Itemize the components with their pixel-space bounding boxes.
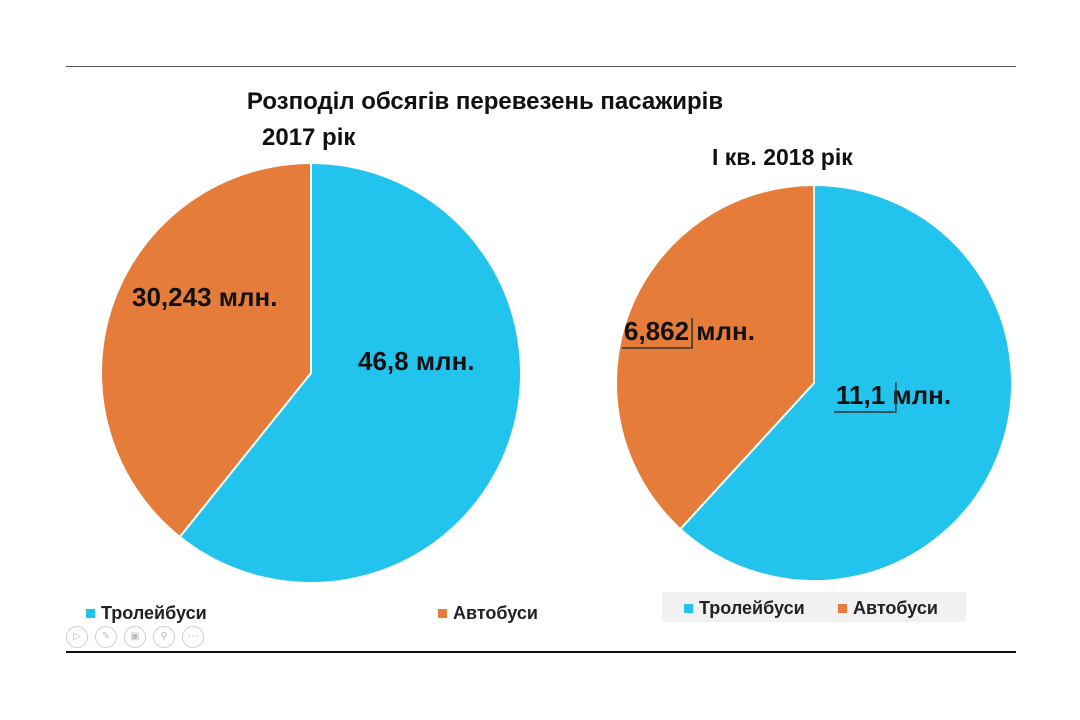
legend-item-bus-1: Автобуси bbox=[438, 603, 538, 624]
chart1-subtitle: 2017 рік bbox=[262, 124, 356, 151]
legend-label: Тролейбуси bbox=[699, 598, 805, 618]
pie1-data-label-bus: 30,243 млн. bbox=[132, 282, 277, 312]
pie1-slice-bus bbox=[100, 161, 312, 539]
top-divider bbox=[66, 66, 1016, 67]
legend-label: Автобуси bbox=[453, 603, 538, 623]
legend-item-trolleybus-2: Тролейбуси bbox=[684, 598, 805, 619]
legend-item-trolleybus-1: Тролейбуси bbox=[86, 603, 207, 624]
pie2-data-label-bus: 6,862 млн. bbox=[624, 316, 755, 346]
pie1-slice-trolleybus bbox=[178, 161, 522, 584]
legend-swatch bbox=[684, 604, 693, 613]
bottom-divider bbox=[66, 651, 1016, 653]
legend-swatch bbox=[438, 609, 447, 618]
pie2-slice-bus bbox=[615, 183, 815, 531]
legend-swatch bbox=[86, 609, 95, 618]
slide-toolbar: ▷ ✎ ▣ ⚲ ⋯ bbox=[66, 626, 204, 648]
pen-icon[interactable]: ✎ bbox=[95, 626, 117, 648]
more-icon[interactable]: ⋯ bbox=[182, 626, 204, 648]
play-icon[interactable]: ▷ bbox=[66, 626, 88, 648]
legend-swatch bbox=[838, 604, 847, 613]
chart-title: Розподіл обсягів перевезень пасажирів bbox=[246, 88, 724, 115]
legend-box-2 bbox=[662, 592, 966, 622]
pie1-data-label-trolleybus: 46,8 млн. bbox=[358, 346, 475, 376]
legend-label: Тролейбуси bbox=[101, 603, 207, 623]
pie2-slice-trolleybus bbox=[678, 183, 1013, 582]
slides-icon[interactable]: ▣ bbox=[124, 626, 146, 648]
pie2-label-callout-bus bbox=[622, 318, 693, 349]
zoom-icon[interactable]: ⚲ bbox=[153, 626, 175, 648]
pie2-data-label-trolleybus: 11,1 млн. bbox=[836, 380, 951, 410]
pie2-label-callout-trolleybus bbox=[834, 382, 897, 413]
legend-label: Автобуси bbox=[853, 598, 938, 618]
chart2-subtitle: І кв. 2018 рік bbox=[712, 144, 853, 170]
legend-item-bus-2: Автобуси bbox=[838, 598, 938, 619]
